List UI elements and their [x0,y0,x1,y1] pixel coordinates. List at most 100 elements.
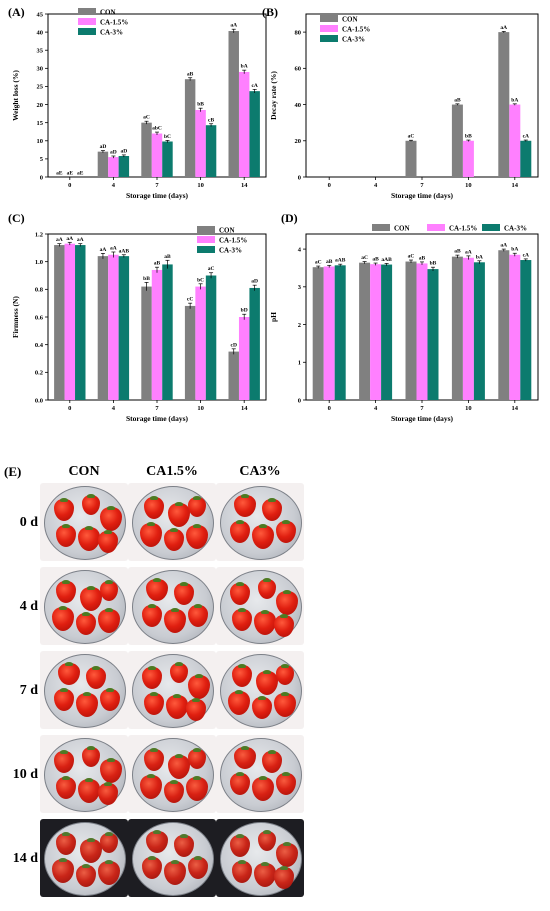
row-header: 7 d [19,683,38,698]
strawberry-calyx [104,782,112,786]
strawberry-calyx [153,578,161,582]
y-tick-label: 1.2 [35,231,43,238]
column-header-con: CON [68,464,100,479]
strawberry-calyx [193,496,201,500]
significance-label: aC [408,254,415,260]
x-tick-label: 10 [465,182,472,189]
strawberry-photo [128,735,216,813]
x-tick-label: 7 [155,405,159,412]
significance-label: aB [154,261,161,267]
strawberry [164,608,186,633]
strawberry [100,688,120,711]
y-tick-label: 4 [298,246,302,253]
strawberry [256,670,278,695]
x-tick-label: 14 [512,182,519,189]
legend-swatch [197,246,215,253]
strawberry-calyx [281,692,289,696]
photo-panel: (E) CON CA1.5% CA3% 0 d 4 d 7 d 10 d 14 d [0,462,550,911]
strawberry-calyx [171,608,179,612]
significance-label: bB [197,102,204,108]
strawberry-photo [128,819,216,897]
significance-label: aE [56,171,63,177]
strawberry-calyx [236,834,244,838]
significance-label: cA [523,252,529,258]
strawberry [254,862,276,887]
column-header-ca15: CA1.5% [146,464,198,479]
bar [184,305,196,400]
strawberry-calyx [263,670,271,674]
strawberry-photo [216,651,304,729]
x-tick-label: 14 [241,405,248,412]
strawberry-calyx [83,692,91,696]
legend-label: CA-1.5% [219,237,247,245]
legend-label: CA-1.5% [449,225,477,233]
significance-label: abC [152,126,162,132]
y-tick-label: 40 [295,102,302,109]
strawberry [258,578,276,599]
strawberry [82,494,100,515]
legend-swatch [427,224,445,231]
significance-label: bB [430,261,437,267]
significance-label: aB [454,249,461,255]
strawberry [140,774,162,799]
bar [75,245,86,400]
strawberry [56,832,76,855]
strawberry [76,864,96,887]
strawberry-photo [216,567,304,645]
strawberry-calyx [147,522,155,526]
strawberry [140,522,162,547]
bar [151,133,163,177]
strawberry [230,582,250,605]
strawberry-calyx [87,838,95,842]
strawberry [100,758,122,783]
strawberry-photo [128,651,216,729]
y-tick-label: 60 [295,66,302,73]
bar [249,287,260,400]
legend-swatch [482,224,500,231]
panel-letter: (A) [8,5,25,19]
strawberry-calyx [173,694,181,698]
strawberry [252,776,274,801]
strawberry [146,578,168,601]
strawberry [98,860,120,885]
bar [97,256,109,400]
x-tick-label: 10 [197,405,204,412]
strawberry-calyx [59,606,67,610]
strawberry-calyx [170,780,178,784]
strawberry-calyx [82,612,90,616]
x-axis-title: Storage time (days) [391,191,454,200]
x-tick-label: 14 [512,405,519,412]
significance-label: bB [465,134,472,140]
y-tick-label: 40 [37,29,44,36]
strawberry [82,746,100,767]
x-tick-label: 0 [328,182,331,189]
bar [359,262,371,400]
strawberry [274,692,296,717]
y-tick-label: 2 [298,322,301,329]
strawberry-calyx [235,690,243,694]
strawberry-calyx [193,776,201,780]
strawberry-calyx [170,528,178,532]
strawberry-calyx [283,842,291,846]
strawberry-calyx [180,582,188,586]
y-tick-label: 10 [37,138,44,145]
strawberry-calyx [150,496,158,500]
strawberry [276,842,298,867]
bar [334,265,346,400]
significance-label: aD [110,149,117,155]
strawberry-photo [128,483,216,561]
strawberry [58,662,80,685]
y-tick-label: 0.2 [35,370,43,377]
strawberry-calyx [62,776,70,780]
strawberry-calyx [259,776,267,780]
legend: CON CA-1.5% CA-3% [320,15,370,44]
strawberry-calyx [106,688,114,692]
strawberry-calyx [258,696,266,700]
significance-label: bA [511,97,518,103]
strawberry-calyx [105,860,113,864]
chart-panel-2: (C) 0.0 0.2 0.4 0.6 0.8 1.0 1.2 Firmness (N) Stor… [8,211,267,423]
